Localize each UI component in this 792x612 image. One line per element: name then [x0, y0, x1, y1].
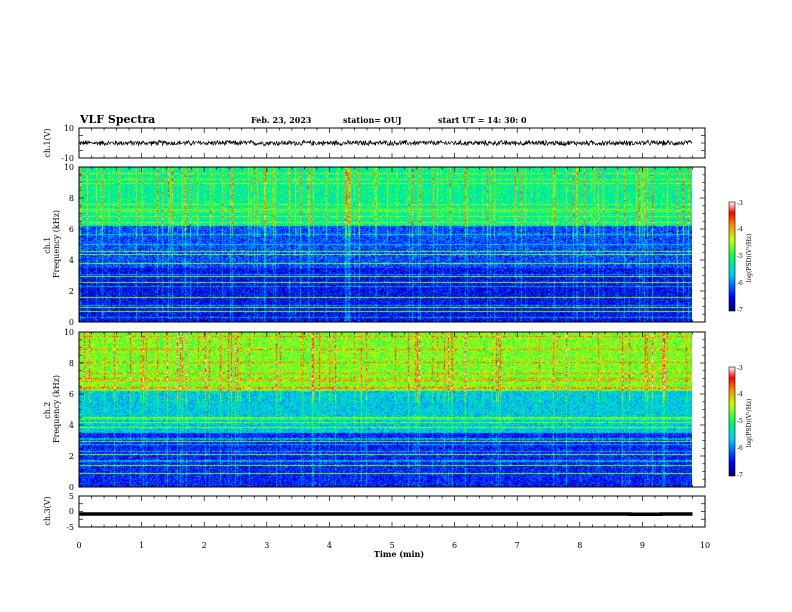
x-tick-label: 8 — [577, 541, 582, 550]
ch1-waveform-panel: 10 -10 ch.1(V) — [43, 124, 706, 163]
ch2-freq-tick-0: 0 — [69, 483, 74, 492]
ch1-cb-tick-7: -7 — [737, 307, 743, 314]
x-tick-label: 0 — [76, 541, 81, 550]
ch2-colorbar: -3 -4 -5 -6 -7 log(PSD)(V²/Hz) — [728, 365, 753, 479]
x-tick-label: 6 — [452, 541, 457, 550]
ch1-ylabel-line2: Frequency (kHz) — [52, 210, 61, 278]
ch2-colorbar-label: log(PSD)(V²/Hz) — [746, 399, 753, 448]
x-tick-label: 3 — [264, 541, 269, 550]
ch2-cb-tick-3: -3 — [737, 365, 743, 372]
ch2-freq-tick-4: 4 — [69, 421, 74, 430]
x-tick-label: 9 — [640, 541, 645, 550]
ch1-freq-tick-6: 6 — [69, 225, 74, 234]
ch1-freq-tick-4: 4 — [69, 256, 74, 265]
x-tick-label: 4 — [327, 541, 332, 550]
figure-title: VLF Spectra — [79, 113, 155, 126]
ch2-ylabel-line1: ch.2 — [43, 402, 52, 419]
x-tick-label: 5 — [389, 541, 394, 550]
axis-ticks — [78, 127, 706, 528]
ch2-colorbar-gradient — [728, 366, 736, 477]
ch3-ytick-bottom: -5 — [66, 523, 74, 532]
ch1-cb-tick-5: -5 — [737, 253, 743, 260]
ch2-cb-tick-4: -4 — [737, 391, 743, 398]
ch2-cb-tick-7: -7 — [737, 472, 743, 479]
x-tick-label: 7 — [515, 541, 520, 550]
ch1-colorbar: -3 -4 -5 -6 -7 log(PSD)(V²/Hz) — [728, 200, 753, 314]
ch3-waveform-ylabel: ch.3(V) — [43, 496, 52, 525]
x-axis-tick-labels: 0 1 2 3 4 5 6 7 8 9 10 — [76, 541, 710, 550]
ch2-freq-tick-2: 2 — [69, 452, 74, 461]
ch1-freq-tick-2: 2 — [69, 287, 74, 296]
ch2-ylabel-line2: Frequency (kHz) — [52, 375, 61, 443]
ch1-freq-tick-8: 8 — [69, 194, 74, 203]
ch1-cb-tick-3: -3 — [737, 200, 743, 207]
date-label: Feb. 23, 2023 — [251, 115, 312, 125]
ch1-cb-tick-6: -6 — [737, 280, 743, 287]
ch2-freq-tick-10: 10 — [64, 328, 74, 337]
ch1-ytick-top: 10 — [64, 124, 74, 133]
ch3-waveform-panel: 5 0 -5 ch.3(V) — [43, 492, 706, 532]
ch1-spectrogram-image — [79, 167, 692, 322]
ch3-ytick-top: 5 — [69, 492, 74, 501]
ch2-cb-tick-5: -5 — [737, 418, 743, 425]
ch2-spectrogram-ylabel: ch.2 Frequency (kHz) — [43, 375, 61, 443]
ch2-spectrogram-panel: 10 8 6 4 2 0 ch.2 Frequency (kHz) — [43, 328, 706, 492]
x-axis-label: Time (min) — [374, 549, 424, 559]
ch1-ytick-bottom: -10 — [61, 154, 74, 163]
ch1-waveform-ylabel: ch.1(V) — [43, 128, 52, 157]
ch1-cb-tick-4: -4 — [737, 226, 743, 233]
ch2-freq-tick-8: 8 — [69, 359, 74, 368]
ch1-waveform-trace — [78, 139, 693, 147]
ch2-cb-tick-6: -6 — [737, 445, 743, 452]
ch1-freq-tick-10: 10 — [64, 163, 74, 172]
ch1-colorbar-gradient — [728, 201, 736, 312]
x-tick-label: 2 — [202, 541, 207, 550]
ch1-ylabel-line1: ch.1 — [43, 237, 52, 254]
start-time-label: start UT = 14: 30: 0 — [438, 115, 527, 125]
ch2-spectrogram-image — [79, 332, 692, 487]
ch2-freq-tick-6: 6 — [69, 390, 74, 399]
ch1-spectrogram-ylabel: ch.1 Frequency (kHz) — [43, 210, 61, 278]
ch3-ytick-mid: 0 — [69, 507, 74, 516]
ch1-freq-tick-0: 0 — [69, 318, 74, 327]
ch1-colorbar-label: log(PSD)(V²/Hz) — [746, 234, 753, 283]
station-label: station= OUJ — [343, 115, 402, 125]
x-tick-label: 1 — [139, 541, 144, 550]
x-tick-label: 10 — [700, 541, 710, 550]
ch1-spectrogram-panel: 10 8 6 4 2 0 ch.1 Frequency (kHz) — [43, 163, 706, 327]
